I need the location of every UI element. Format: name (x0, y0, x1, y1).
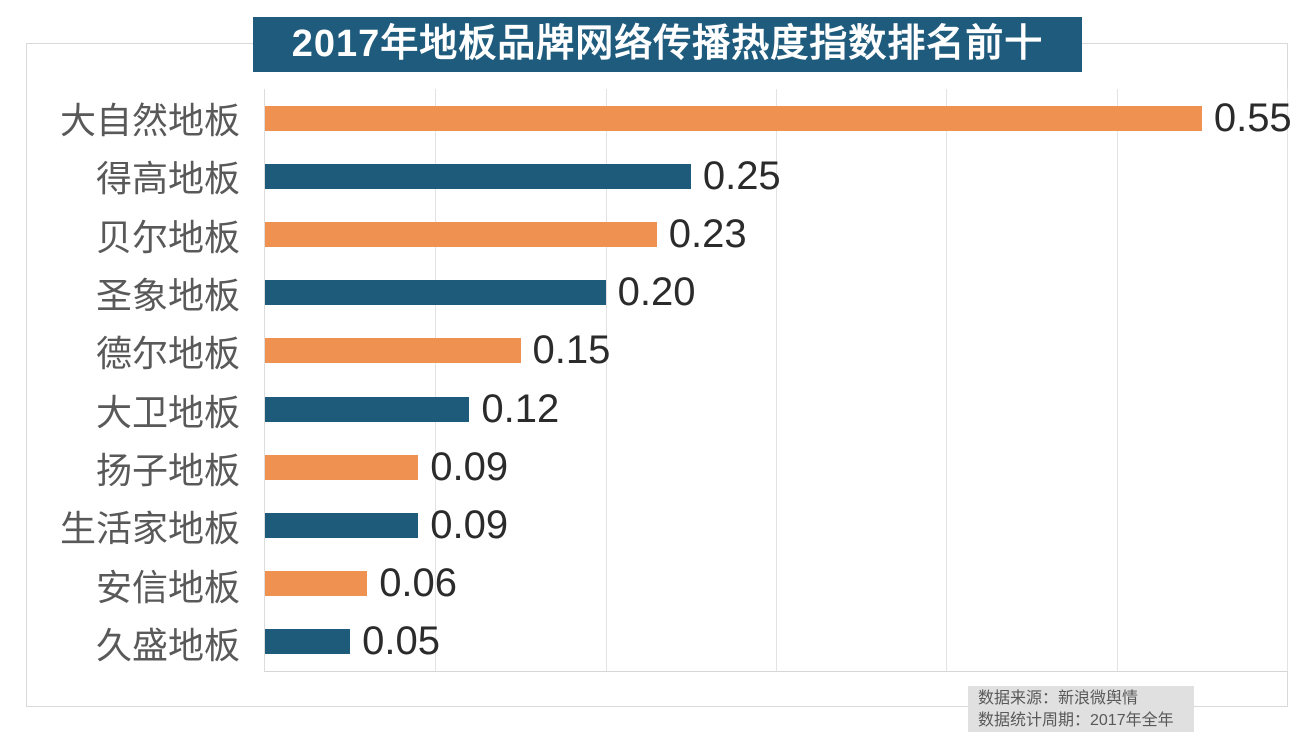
bar (265, 280, 606, 306)
category-labels: 大自然地板得高地板贝尔地板圣象地板德尔地板大卫地板扬子地板生活家地板安信地板久盛… (0, 89, 240, 672)
bar-row: 0.12 (265, 380, 1287, 438)
category-label: 大卫地板 (95, 391, 240, 433)
value-label: 0.05 (362, 619, 441, 664)
source-note: 数据来源：新浪微舆情 数据统计周期：2017年全年 (968, 686, 1194, 732)
gridline (435, 89, 437, 671)
bar (265, 163, 691, 189)
value-label: 0.25 (702, 153, 781, 198)
bar (265, 629, 351, 655)
bar (265, 105, 1202, 131)
category-label: 德尔地板 (95, 333, 240, 375)
bar (265, 571, 368, 597)
bar-row: 0.09 (265, 496, 1287, 554)
chart-frame (26, 43, 1288, 707)
source-note-line2: 数据统计周期：2017年全年 (978, 712, 1174, 729)
category-label: 安信地板 (95, 566, 240, 608)
plot-area: 0.55 0.25 0.23 0.20 0.15 0.12 0.09 0.09 0.06 0.05 (264, 89, 1292, 672)
bar (265, 396, 470, 422)
category-label: 贝尔地板 (95, 216, 240, 258)
category-label: 大自然地板 (59, 100, 240, 142)
bar (265, 221, 657, 247)
category-label: 久盛地板 (95, 624, 240, 666)
chart-title: 2017年地板品牌网络传播热度指数排名前十 (253, 17, 1082, 72)
category-label: 圣象地板 (95, 275, 240, 317)
gridline (946, 89, 948, 671)
bar-row: 0.55 (265, 89, 1292, 147)
gridline (1116, 89, 1118, 671)
value-label: 0.09 (430, 502, 509, 547)
gridline (1287, 89, 1288, 671)
source-note-line1: 数据来源：新浪微舆情 (978, 690, 1139, 707)
bar (265, 512, 419, 538)
bar-row: 0.06 (265, 555, 1287, 613)
value-label: 0.09 (430, 444, 509, 489)
category-label: 生活家地板 (59, 508, 240, 550)
value-label: 0.55 (1213, 95, 1292, 140)
value-label: 0.06 (379, 561, 458, 606)
value-label: 0.15 (532, 328, 611, 373)
bar-row: 0.20 (265, 264, 1287, 322)
category-label: 扬子地板 (95, 449, 240, 491)
bar-row: 0.09 (265, 438, 1287, 496)
bar-row: 0.15 (265, 322, 1287, 380)
value-label: 0.20 (617, 270, 696, 315)
value-label: 0.23 (668, 211, 747, 256)
bar (265, 454, 419, 480)
gridline (776, 89, 777, 671)
category-label: 得高地板 (95, 158, 240, 200)
bar-row: 0.23 (265, 205, 1287, 263)
bar-row: 0.05 (265, 613, 1287, 671)
bar-row: 0.25 (265, 147, 1287, 205)
gridline (605, 89, 607, 671)
bar (265, 338, 521, 364)
value-label: 0.12 (481, 386, 560, 431)
